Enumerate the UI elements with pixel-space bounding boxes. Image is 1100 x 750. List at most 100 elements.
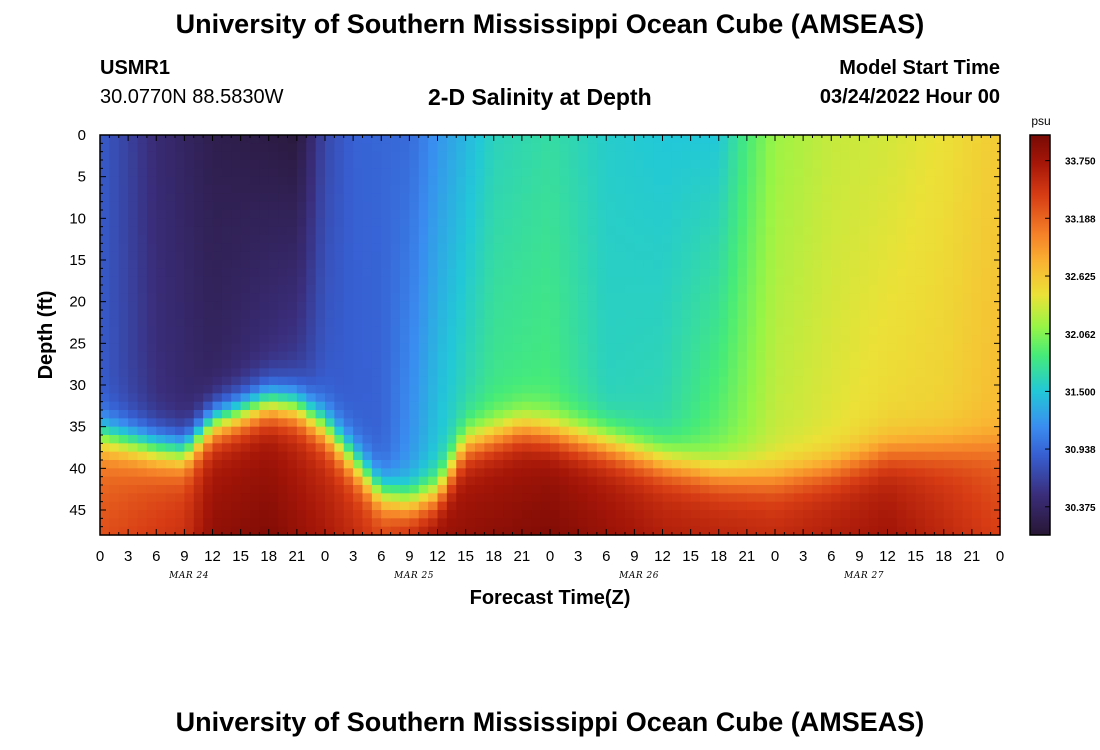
heatmap-cell: [175, 435, 185, 444]
heatmap-cell: [381, 193, 392, 203]
heatmap-cell: [146, 143, 157, 153]
heatmap-cell: [353, 468, 364, 478]
heatmap-cell: [512, 393, 523, 403]
heatmap-cell: [343, 493, 354, 503]
heatmap-cell: [962, 526, 973, 536]
heatmap-cell: [503, 501, 514, 511]
heatmap-cell: [728, 193, 739, 203]
heatmap-cell: [625, 451, 635, 461]
heatmap-cell: [409, 426, 420, 436]
heatmap-cell: [437, 468, 448, 478]
heatmap-cell: [971, 185, 982, 194]
heatmap-cell: [971, 210, 982, 219]
heatmap-cell: [259, 435, 270, 444]
heatmap-cell: [568, 426, 579, 436]
heatmap-cell: [334, 501, 345, 511]
heatmap-cell: [118, 235, 129, 244]
heatmap-cell: [878, 526, 889, 536]
heatmap-cell: [493, 285, 504, 294]
heatmap-cell: [268, 318, 279, 328]
heatmap-cell: [165, 460, 176, 469]
heatmap-cell: [990, 235, 1001, 244]
heatmap-cell: [259, 168, 270, 178]
heatmap-cell: [662, 251, 673, 261]
heatmap-cell: [446, 310, 457, 319]
heatmap-cell: [737, 326, 748, 336]
x-tick-label: 18: [710, 548, 727, 565]
heatmap-cell: [343, 426, 354, 436]
heatmap-cell: [278, 243, 289, 253]
heatmap-cell: [709, 410, 720, 419]
heatmap-cell: [118, 485, 129, 494]
heatmap-cell: [653, 376, 664, 386]
heatmap-cell: [465, 276, 476, 286]
heatmap-cell: [418, 168, 429, 178]
heatmap-cell: [418, 401, 429, 411]
heatmap-cell: [390, 318, 401, 328]
heatmap-cell: [662, 343, 673, 353]
heatmap-cell: [550, 410, 560, 419]
heatmap-cell: [943, 326, 954, 336]
heatmap-cell: [643, 326, 654, 336]
heatmap-cell: [203, 276, 214, 286]
heatmap-cell: [409, 201, 420, 211]
heatmap-cell: [690, 176, 701, 186]
heatmap-cell: [596, 135, 607, 144]
heatmap-cell: [109, 476, 120, 486]
heatmap-cell: [718, 326, 729, 336]
heatmap-cell: [381, 376, 392, 386]
heatmap-cell: [193, 143, 204, 153]
heatmap-cell: [559, 293, 570, 303]
heatmap-cell: [100, 226, 110, 236]
heatmap-cell: [475, 393, 485, 403]
heatmap-cell: [418, 493, 429, 503]
heatmap-cell: [512, 176, 523, 186]
heatmap-cell: [878, 176, 889, 186]
heatmap-cell: [709, 435, 720, 444]
heatmap-cell: [268, 368, 279, 378]
heatmap-cell: [296, 293, 307, 303]
heatmap-cell: [896, 410, 907, 419]
heatmap-cell: [278, 251, 289, 261]
heatmap-cell: [568, 435, 579, 444]
heatmap-cell: [268, 401, 279, 411]
heatmap-cell: [653, 235, 664, 244]
heatmap-cell: [212, 176, 223, 186]
heatmap-cell: [868, 326, 879, 336]
heatmap-cell: [250, 285, 260, 294]
heatmap-cell: [165, 260, 176, 269]
heatmap-cell: [343, 285, 354, 294]
heatmap-cell: [390, 176, 401, 186]
heatmap-cell: [662, 485, 673, 494]
heatmap-cell: [990, 476, 1001, 486]
heatmap-cell: [221, 493, 232, 503]
heatmap-cell: [550, 218, 560, 228]
heatmap-cell: [746, 151, 757, 161]
heatmap-cell: [540, 151, 551, 161]
heatmap-cell: [821, 218, 832, 228]
heatmap-cell: [353, 301, 364, 311]
heatmap-cell: [615, 460, 626, 469]
heatmap-cell: [334, 476, 345, 486]
x-tick-label: 9: [180, 548, 188, 565]
heatmap-cell: [306, 368, 317, 378]
heatmap-cell: [878, 443, 889, 453]
heatmap-cell: [484, 443, 495, 453]
heatmap-cell: [643, 160, 654, 169]
heatmap-cell: [559, 168, 570, 178]
heatmap-cell: [775, 518, 785, 528]
heatmap-cell: [493, 485, 504, 494]
heatmap-cell: [540, 301, 551, 311]
heatmap-cell: [315, 493, 326, 503]
heatmap-cell: [606, 151, 617, 161]
heatmap-cell: [418, 385, 429, 394]
heatmap-cell: [634, 301, 645, 311]
heatmap-cell: [962, 168, 973, 178]
heatmap-cell: [718, 193, 729, 203]
heatmap-cell: [756, 351, 767, 361]
heatmap-cell: [840, 526, 851, 536]
heatmap-cell: [718, 268, 729, 278]
heatmap-cell: [887, 185, 898, 194]
heatmap-cell: [418, 501, 429, 511]
heatmap-cell: [718, 168, 729, 178]
